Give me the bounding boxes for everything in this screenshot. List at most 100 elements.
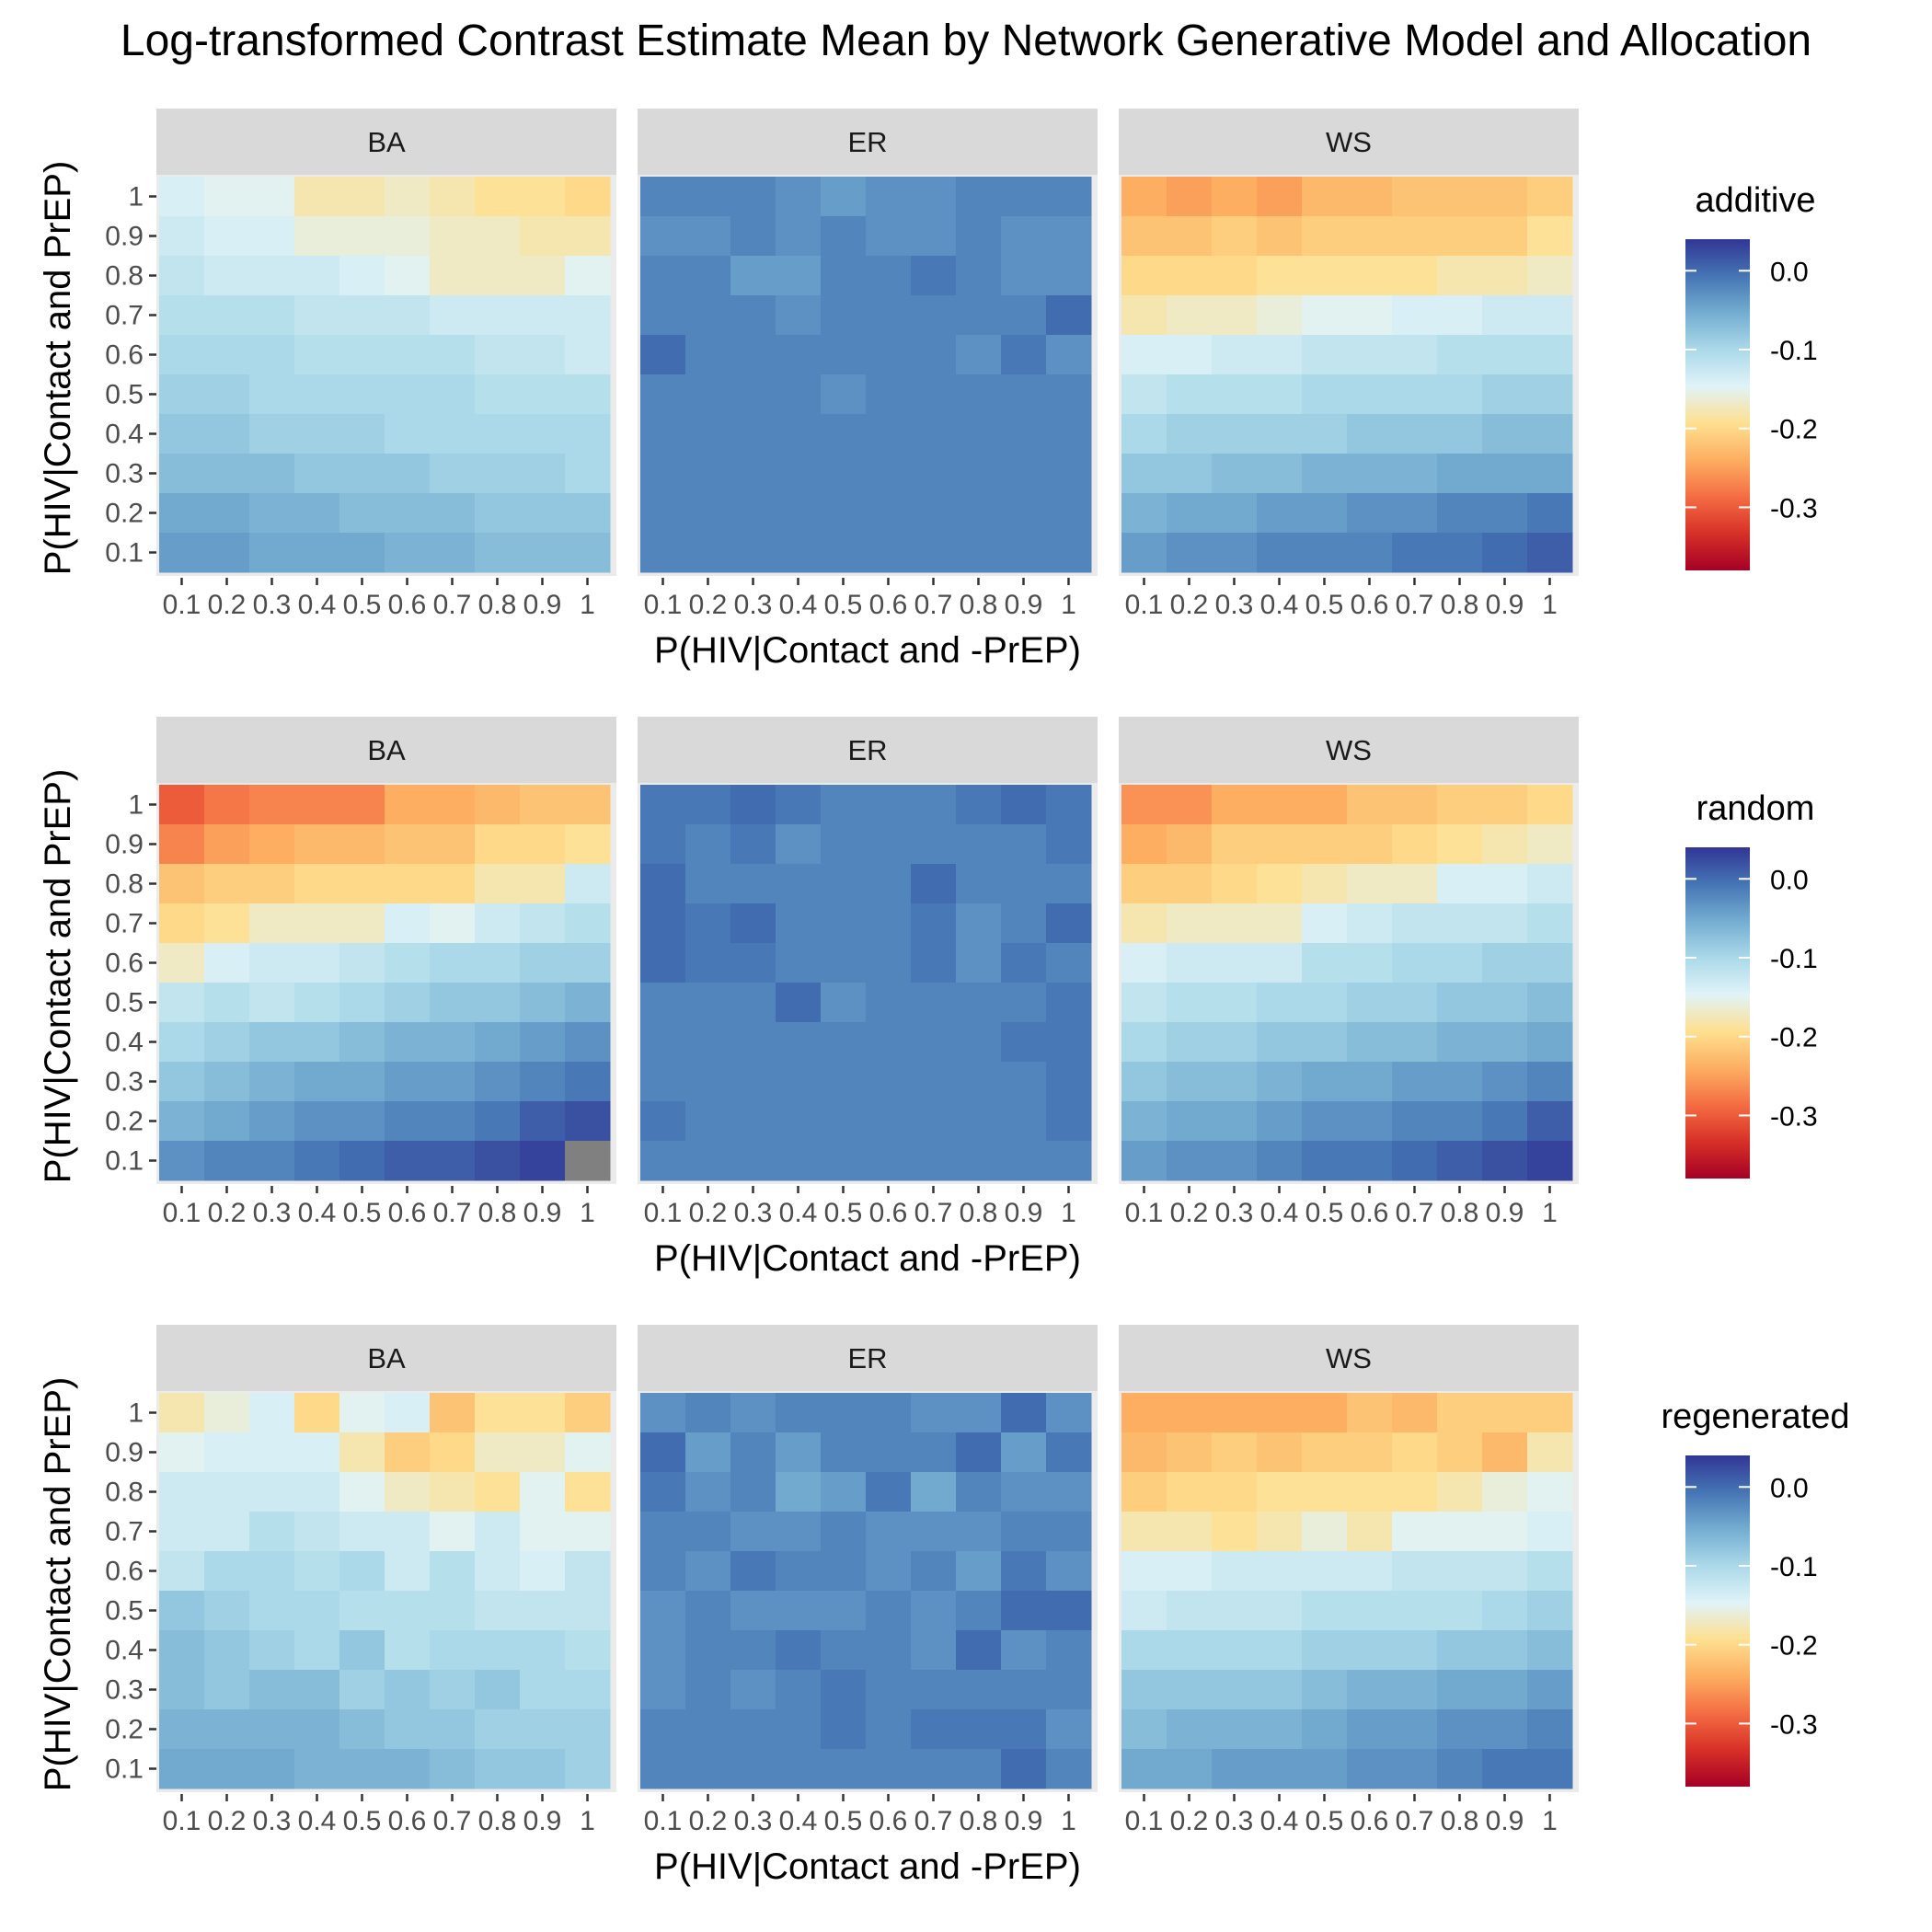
heatmap-tile	[866, 1551, 912, 1592]
heatmap-tile	[1212, 256, 1258, 296]
heatmap-tile	[685, 1101, 731, 1142]
heatmap-tile	[520, 1472, 566, 1512]
x-tick-label: 0.9	[1005, 1806, 1043, 1836]
heatmap-tile	[956, 1062, 1002, 1102]
heatmap-tile	[1257, 943, 1303, 983]
heatmap-tile	[730, 824, 776, 865]
heatmap-tile	[911, 1393, 957, 1433]
heatmap-tile	[1347, 785, 1393, 825]
x-tick-label: 0.1	[644, 1198, 683, 1228]
x-tick-label: 1	[1061, 590, 1076, 620]
heatmap-tile	[1302, 216, 1348, 257]
heatmap-tile	[1257, 256, 1303, 296]
heatmap-tile	[430, 533, 476, 573]
heatmap-tile	[640, 1101, 686, 1142]
heatmap-tile	[821, 1709, 867, 1750]
heatmap-tile	[159, 414, 205, 454]
heatmap-tile	[685, 1393, 731, 1433]
heatmap-tile	[1212, 785, 1258, 825]
heatmap-tile	[1482, 983, 1528, 1023]
heatmap-tile	[1302, 1101, 1348, 1142]
heatmap-tile	[159, 1512, 205, 1552]
x-tick-label: 0.9	[1005, 1198, 1043, 1228]
heatmap-tile	[249, 1670, 295, 1710]
heatmap-tile	[1121, 983, 1167, 1023]
heatmap-tile	[520, 1022, 566, 1063]
heatmap-tile	[1001, 983, 1047, 1023]
heatmap-tile	[1046, 1551, 1092, 1592]
heatmap-tile	[339, 903, 385, 944]
heatmap-tile	[1437, 983, 1483, 1023]
facet-strip	[1119, 1325, 1579, 1391]
heatmap-tile	[339, 454, 385, 494]
heatmap-tile	[776, 1101, 822, 1142]
heatmap-tile	[1392, 533, 1438, 573]
heatmap-tile	[1121, 454, 1167, 494]
heatmap-tile	[776, 785, 822, 825]
heatmap-tile	[1167, 903, 1213, 944]
heatmap-tile	[294, 493, 340, 534]
legend-tick-label: 0.0	[1770, 1473, 1809, 1503]
heatmap-tile	[685, 1749, 731, 1789]
heatmap-tile	[1001, 1709, 1047, 1750]
heatmap-tile	[1347, 177, 1393, 217]
x-tick-label: 0.5	[343, 1198, 382, 1228]
facet-strip	[638, 1325, 1098, 1391]
heatmap-tile	[1046, 295, 1092, 336]
heatmap-tile	[685, 414, 731, 454]
heatmap-tile	[475, 1749, 521, 1789]
heatmap-tile	[1046, 374, 1092, 415]
heatmap-tile	[475, 1551, 521, 1592]
heatmap-tile	[339, 374, 385, 415]
x-tick-label: 0.3	[734, 1806, 773, 1836]
heatmap-tile	[1121, 1062, 1167, 1102]
heatmap-tile	[1121, 1709, 1167, 1750]
heatmap-tile	[911, 1591, 957, 1631]
facet-ba-random: BA0.1 0.2 0.3 0.4 0.5 0.6 0.7 0.8 0.9 10.10.20.30…	[105, 717, 616, 1228]
heatmap-tile	[1347, 1472, 1393, 1512]
heatmap-tile	[1001, 374, 1047, 415]
facet-strip-label: ER	[847, 126, 887, 158]
heatmap-tile	[821, 1512, 867, 1552]
panel-additive: BA0.1 0.2 0.3 0.4 0.5 0.6 0.7 0.8 0.9 10.10.20.30…	[38, 109, 1818, 671]
x-tick-label: 0.7	[914, 590, 953, 620]
heatmap-tile	[1257, 533, 1303, 573]
heatmap-tile	[640, 1512, 686, 1552]
x-tick-label: 0.8	[478, 590, 517, 620]
heatmap-tile	[294, 1670, 340, 1710]
x-tick-label: 0.1	[644, 1806, 683, 1836]
x-tick-label: 0.7	[433, 1198, 472, 1228]
heatmap-tile	[1121, 785, 1167, 825]
heatmap-tile	[730, 983, 776, 1023]
heatmap-tile	[204, 493, 250, 534]
heatmap-tile	[1527, 983, 1573, 1023]
heatmap-tile	[249, 943, 295, 983]
heatmap-tile	[1527, 493, 1573, 534]
heatmap-tile	[730, 216, 776, 257]
heatmap-tile	[730, 1022, 776, 1063]
heatmap-tile	[956, 295, 1002, 336]
heatmap-tile	[475, 1393, 521, 1433]
heatmap-tile	[294, 1062, 340, 1102]
heatmap-tile	[776, 1749, 822, 1789]
heatmap-tile	[911, 533, 957, 573]
heatmap-tile	[1302, 983, 1348, 1023]
heatmap-tile	[1257, 785, 1303, 825]
y-tick-label: 0.2	[105, 1107, 144, 1137]
heatmap-tile	[1257, 864, 1303, 904]
heatmap-tile	[294, 1472, 340, 1512]
heatmap-tile	[1046, 785, 1092, 825]
heatmap-tile	[204, 414, 250, 454]
heatmap-tile	[1347, 256, 1393, 296]
heatmap-tile	[565, 1512, 611, 1552]
heatmap-tile	[776, 414, 822, 454]
y-tick-label: 0.9	[105, 830, 144, 860]
heatmap-tile	[866, 1670, 912, 1710]
heatmap-tile	[730, 1472, 776, 1512]
heatmap-tile	[565, 1393, 611, 1433]
heatmap-tile	[385, 335, 431, 375]
heatmap-tile	[1437, 1670, 1483, 1710]
heatmap-tile	[866, 454, 912, 494]
facet-ws-additive: WS 0.1 0.2 0.3 0.4 0.5 0.6 0.7 0.8 0.9 1	[1119, 109, 1579, 620]
heatmap-tile	[520, 1591, 566, 1631]
